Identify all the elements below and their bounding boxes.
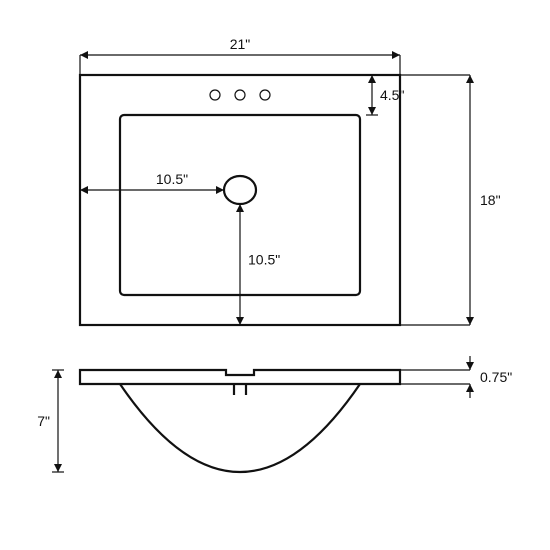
dim-vert-to-drain: 10.5" — [234, 204, 280, 325]
dim-thickness: 0.75" — [400, 356, 512, 398]
dim-horiz-label: 10.5" — [156, 171, 188, 187]
bowl-arc — [120, 384, 360, 472]
dim-side-height-label: 7" — [37, 413, 50, 429]
side-view — [80, 370, 400, 472]
slab-outline — [80, 370, 400, 384]
dim-thickness-label: 0.75" — [480, 369, 512, 385]
dim-side-height: 7" — [37, 370, 64, 472]
dim-top-offset-label: 4.5" — [380, 87, 404, 103]
dim-horiz-to-drain: 10.5" — [80, 171, 224, 196]
dim-top-offset: 4.5" — [366, 75, 404, 115]
dim-vert-label: 10.5" — [248, 252, 280, 268]
dim-width-label: 21" — [230, 36, 251, 52]
faucet-hole-1 — [235, 90, 245, 100]
dim-height-label: 18" — [480, 192, 501, 208]
sink-dimension-diagram: 21" 18" 4.5" 10.5" 10.5" 0.75" 7" — [0, 0, 550, 550]
faucet-hole-0 — [210, 90, 220, 100]
dim-height: 18" — [400, 75, 501, 325]
drain-hole — [224, 176, 256, 204]
faucet-hole-2 — [260, 90, 270, 100]
dim-width: 21" — [80, 36, 400, 75]
